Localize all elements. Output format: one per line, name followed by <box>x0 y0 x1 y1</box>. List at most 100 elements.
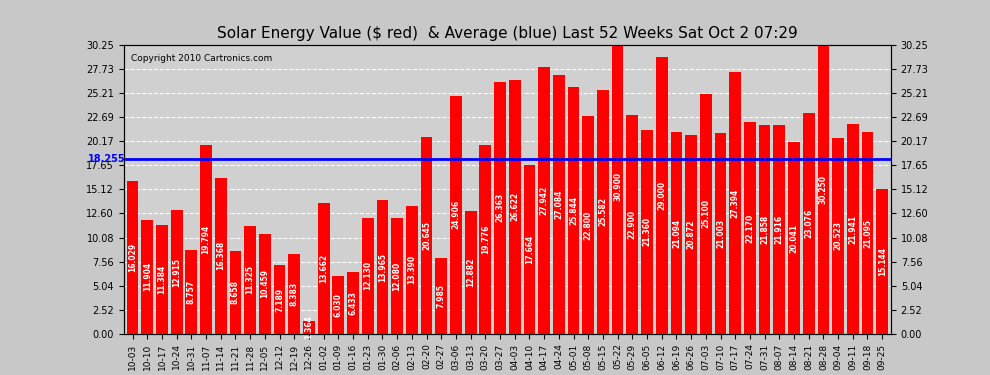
Text: 8.658: 8.658 <box>231 280 240 304</box>
Bar <box>876 189 888 334</box>
Bar <box>670 132 682 334</box>
Text: 27.084: 27.084 <box>554 190 563 219</box>
Text: 19.776: 19.776 <box>481 225 490 254</box>
Bar <box>509 80 521 334</box>
Text: 1.364: 1.364 <box>305 315 314 339</box>
Bar <box>861 132 873 334</box>
Bar <box>539 67 550 334</box>
Bar <box>142 220 153 334</box>
Text: 17.664: 17.664 <box>525 235 534 264</box>
Text: 25.582: 25.582 <box>598 197 608 226</box>
Text: 13.390: 13.390 <box>407 255 417 284</box>
Bar <box>421 136 433 334</box>
Bar <box>288 254 300 334</box>
Text: 20.645: 20.645 <box>422 221 431 250</box>
Text: 22.900: 22.900 <box>628 210 637 239</box>
Text: 11.904: 11.904 <box>143 262 151 291</box>
Text: 12.915: 12.915 <box>172 258 181 286</box>
Text: 27.394: 27.394 <box>731 188 740 218</box>
Text: 12.130: 12.130 <box>363 261 372 290</box>
Text: 10.459: 10.459 <box>260 269 269 298</box>
Bar <box>524 165 536 334</box>
Text: 15.144: 15.144 <box>878 247 887 276</box>
Bar <box>597 90 609 334</box>
Bar <box>642 130 652 334</box>
Text: 11.384: 11.384 <box>157 265 166 294</box>
Text: 7.985: 7.985 <box>437 284 446 308</box>
Text: 21.941: 21.941 <box>848 214 857 244</box>
Bar <box>127 181 139 334</box>
Text: 21.095: 21.095 <box>863 219 872 248</box>
Bar <box>833 138 843 334</box>
Text: 8.757: 8.757 <box>187 280 196 304</box>
Bar <box>347 272 359 334</box>
Text: 30.250: 30.250 <box>819 175 828 204</box>
Text: 13.965: 13.965 <box>378 253 387 282</box>
Text: 25.844: 25.844 <box>569 196 578 225</box>
Text: 20.523: 20.523 <box>834 221 842 250</box>
Bar <box>273 265 285 334</box>
Text: 16.368: 16.368 <box>216 241 226 270</box>
Text: 22.170: 22.170 <box>745 213 754 243</box>
Text: 6.030: 6.030 <box>334 293 343 317</box>
Bar <box>259 234 270 334</box>
Text: 21.360: 21.360 <box>643 217 651 246</box>
Bar <box>846 124 858 334</box>
Text: 7.189: 7.189 <box>275 287 284 312</box>
Bar <box>818 45 830 334</box>
Text: 26.363: 26.363 <box>496 194 505 222</box>
Bar <box>803 114 815 334</box>
Bar <box>303 321 315 334</box>
Bar <box>744 122 755 334</box>
Text: 20.041: 20.041 <box>789 224 799 253</box>
Bar <box>758 125 770 334</box>
Bar <box>185 250 197 334</box>
Text: 19.794: 19.794 <box>202 225 211 254</box>
Text: Copyright 2010 Cartronics.com: Copyright 2010 Cartronics.com <box>132 54 272 63</box>
Bar <box>627 115 639 334</box>
Text: 30.900: 30.900 <box>613 172 622 201</box>
Text: 21.003: 21.003 <box>716 219 725 248</box>
Text: 11.325: 11.325 <box>246 265 254 294</box>
Text: 16.029: 16.029 <box>128 243 137 272</box>
Bar <box>567 87 579 334</box>
Bar <box>715 133 727 334</box>
Bar <box>333 276 345 334</box>
Bar <box>362 218 373 334</box>
Bar <box>655 57 667 334</box>
Text: 29.000: 29.000 <box>657 181 666 210</box>
Bar <box>788 142 800 334</box>
Text: 18.255: 18.255 <box>87 154 125 165</box>
Bar <box>685 135 697 334</box>
Text: 6.433: 6.433 <box>348 291 357 315</box>
Bar <box>582 116 594 334</box>
Text: 23.076: 23.076 <box>804 209 813 238</box>
Bar <box>612 39 624 334</box>
Bar <box>376 201 388 334</box>
Bar <box>553 75 564 334</box>
Text: 25.100: 25.100 <box>701 200 710 228</box>
Bar <box>494 82 506 334</box>
Text: 12.882: 12.882 <box>466 258 475 287</box>
Text: 8.383: 8.383 <box>290 282 299 306</box>
Text: 20.872: 20.872 <box>687 219 696 249</box>
Text: 21.858: 21.858 <box>760 215 769 244</box>
Bar <box>245 226 256 334</box>
Bar <box>436 258 447 334</box>
Bar <box>450 96 461 334</box>
Title: Solar Energy Value ($ red)  & Average (blue) Last 52 Weeks Sat Oct 2 07:29: Solar Energy Value ($ red) & Average (bl… <box>217 26 798 41</box>
Text: 13.662: 13.662 <box>319 254 328 283</box>
Bar <box>215 177 227 334</box>
Text: 27.942: 27.942 <box>540 186 548 215</box>
Text: 21.916: 21.916 <box>775 214 784 244</box>
Bar <box>230 251 242 334</box>
Text: 26.622: 26.622 <box>510 192 519 221</box>
Text: 22.800: 22.800 <box>584 210 593 240</box>
Bar <box>200 145 212 334</box>
Bar <box>156 225 168 334</box>
Text: 24.906: 24.906 <box>451 200 460 230</box>
Bar <box>773 124 785 334</box>
Bar <box>479 145 491 334</box>
Text: 21.094: 21.094 <box>672 219 681 248</box>
Text: 12.080: 12.080 <box>393 261 402 291</box>
